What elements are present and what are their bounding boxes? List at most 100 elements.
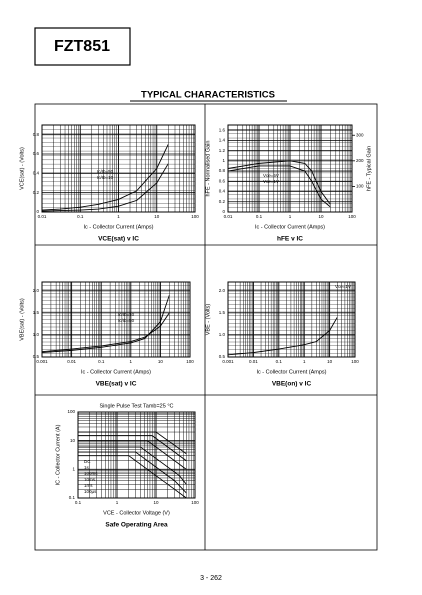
y-tick-label: 0 (36, 209, 39, 214)
chart-caption: VCE(sat) v IC (98, 236, 139, 243)
y-tick-label: 1.2 (219, 148, 226, 153)
series-line (227, 160, 331, 205)
y2-tick-label: 100 (356, 184, 364, 189)
x-tick-label: 1 (303, 359, 306, 364)
y-tick-label: 10 (70, 438, 76, 443)
series-label: 100ms (84, 471, 98, 476)
y-tick-label: 1.0 (33, 332, 40, 337)
chart-caption: VBE(sat) v IC (96, 381, 137, 388)
y-tick-label: 0.2 (33, 190, 40, 195)
y-tick-label: 0.4 (219, 189, 226, 194)
x-tick-label: 10 (318, 214, 324, 219)
y-tick-label: 0.2 (219, 199, 226, 204)
chart-subtitle: Single Pulse Test Tamb=25 °C (100, 403, 174, 409)
y-axis-label: VBE - (Volts) (205, 304, 211, 336)
series-label: Ic/Ib=50 (97, 169, 114, 174)
y-tick-label: 2.0 (219, 288, 226, 293)
series-line (78, 455, 187, 499)
x-tick-label: 0.01 (249, 359, 258, 364)
x-tick-label: 0.1 (75, 500, 82, 505)
x-tick-label: 100 (348, 214, 356, 219)
series-label: 10ms (84, 477, 96, 482)
x-tick-label: 100 (351, 359, 359, 364)
y-axis-label: VBE(sat) - (Volts) (19, 298, 25, 341)
x-tick-label: 1 (130, 359, 133, 364)
x-tick-label: 100 (186, 359, 194, 364)
plot-frame (41, 281, 191, 358)
x-tick-label: 0.1 (98, 359, 105, 364)
y-tick-label: 0.8 (219, 168, 226, 173)
y-axis-label: IC - Collector Current (A) (55, 424, 61, 485)
series-line (227, 165, 331, 208)
part-box (34, 27, 131, 66)
y-tick-label: 1.5 (33, 310, 40, 315)
x-axis-label: VCE - Collector Voltage (V) (103, 510, 170, 516)
page-number: 3 - 262 (200, 575, 222, 582)
y-tick-label: 0 (222, 209, 225, 214)
series-label: Vce=5V (263, 173, 279, 178)
x-axis-label: Ic - Collector Current (Amps) (84, 224, 154, 230)
chart-caption: hFE v IC (277, 236, 303, 243)
series-line (41, 163, 169, 212)
y-tick-label: 0.5 (33, 354, 40, 359)
series-line (78, 435, 187, 462)
x-tick-label: 1 (289, 214, 292, 219)
series-line (78, 446, 187, 485)
x-axis-label: Ic - Collector Current (Amps) (81, 369, 151, 375)
series-label: 1s (84, 465, 90, 470)
y-tick-label: 1.0 (219, 332, 226, 337)
x-tick-label: 10 (154, 214, 160, 219)
x-tick-label: 0.001 (36, 359, 48, 364)
x-tick-label: 100 (191, 500, 199, 505)
y2-axis-label: hFE - Typical Gain (366, 146, 372, 191)
y-tick-label: 1 (72, 467, 75, 472)
x-tick-label: 100 (191, 214, 199, 219)
series-label: 100µs (84, 489, 97, 494)
y-tick-label: 0.5 (219, 354, 226, 359)
plot-frame (77, 411, 196, 499)
series-label: Ic/Ib=10 (118, 312, 135, 317)
x-tick-label: 0.1 (276, 359, 283, 364)
section-title: TYPICAL CHARACTERISTICS (141, 90, 275, 101)
y-tick-label: 0.4 (33, 171, 40, 176)
y2-tick-label: 200 (356, 158, 364, 163)
y-tick-label: 2.0 (33, 288, 40, 293)
panel-frame (34, 103, 378, 551)
plot-frame (227, 281, 356, 358)
series-line (227, 317, 338, 356)
y-tick-label: 1.6 (219, 127, 226, 132)
y-tick-label: 1.4 (219, 138, 226, 143)
part-number: FZT851 (54, 38, 110, 55)
x-tick-label: 10 (327, 359, 333, 364)
x-tick-label: 0.01 (224, 214, 233, 219)
x-tick-label: 0.1 (77, 214, 84, 219)
series-label: DC (84, 459, 91, 464)
chart-caption: Safe Operating Area (105, 522, 168, 529)
y-tick-label: 0.6 (219, 178, 226, 183)
series-label: 1ms (84, 483, 93, 488)
y-axis-label: hFE - Normalised Gain (205, 141, 211, 197)
series-label: Vce=1V (335, 284, 351, 289)
series-line (41, 312, 170, 353)
series-line (78, 451, 187, 494)
series-line (41, 144, 169, 211)
x-axis-label: Ic - Collector Current (Amps) (255, 224, 325, 230)
y-tick-label: 1 (222, 158, 225, 163)
y2-tick-label: 300 (356, 132, 364, 137)
y-tick-label: 0.6 (33, 151, 40, 156)
x-tick-label: 0.01 (38, 214, 47, 219)
chart-caption: VBE(on) v IC (272, 381, 312, 388)
x-tick-label: 10 (158, 359, 164, 364)
y-tick-label: 0.8 (33, 132, 40, 137)
series-line (78, 431, 187, 455)
x-tick-label: 1 (117, 214, 120, 219)
series-label: Ic/Ib=10 (97, 175, 114, 180)
series-label: Ic/Ib=50 (118, 318, 135, 323)
series-label: Vce=1V (263, 179, 279, 184)
x-axis-label: Ic - Collector Current (Amps) (257, 369, 327, 375)
x-tick-label: 0.01 (67, 359, 76, 364)
y-axis-label: VCE(sat) - (Volts) (19, 147, 25, 190)
y-tick-label: 1.5 (219, 310, 226, 315)
x-tick-label: 1 (116, 500, 119, 505)
